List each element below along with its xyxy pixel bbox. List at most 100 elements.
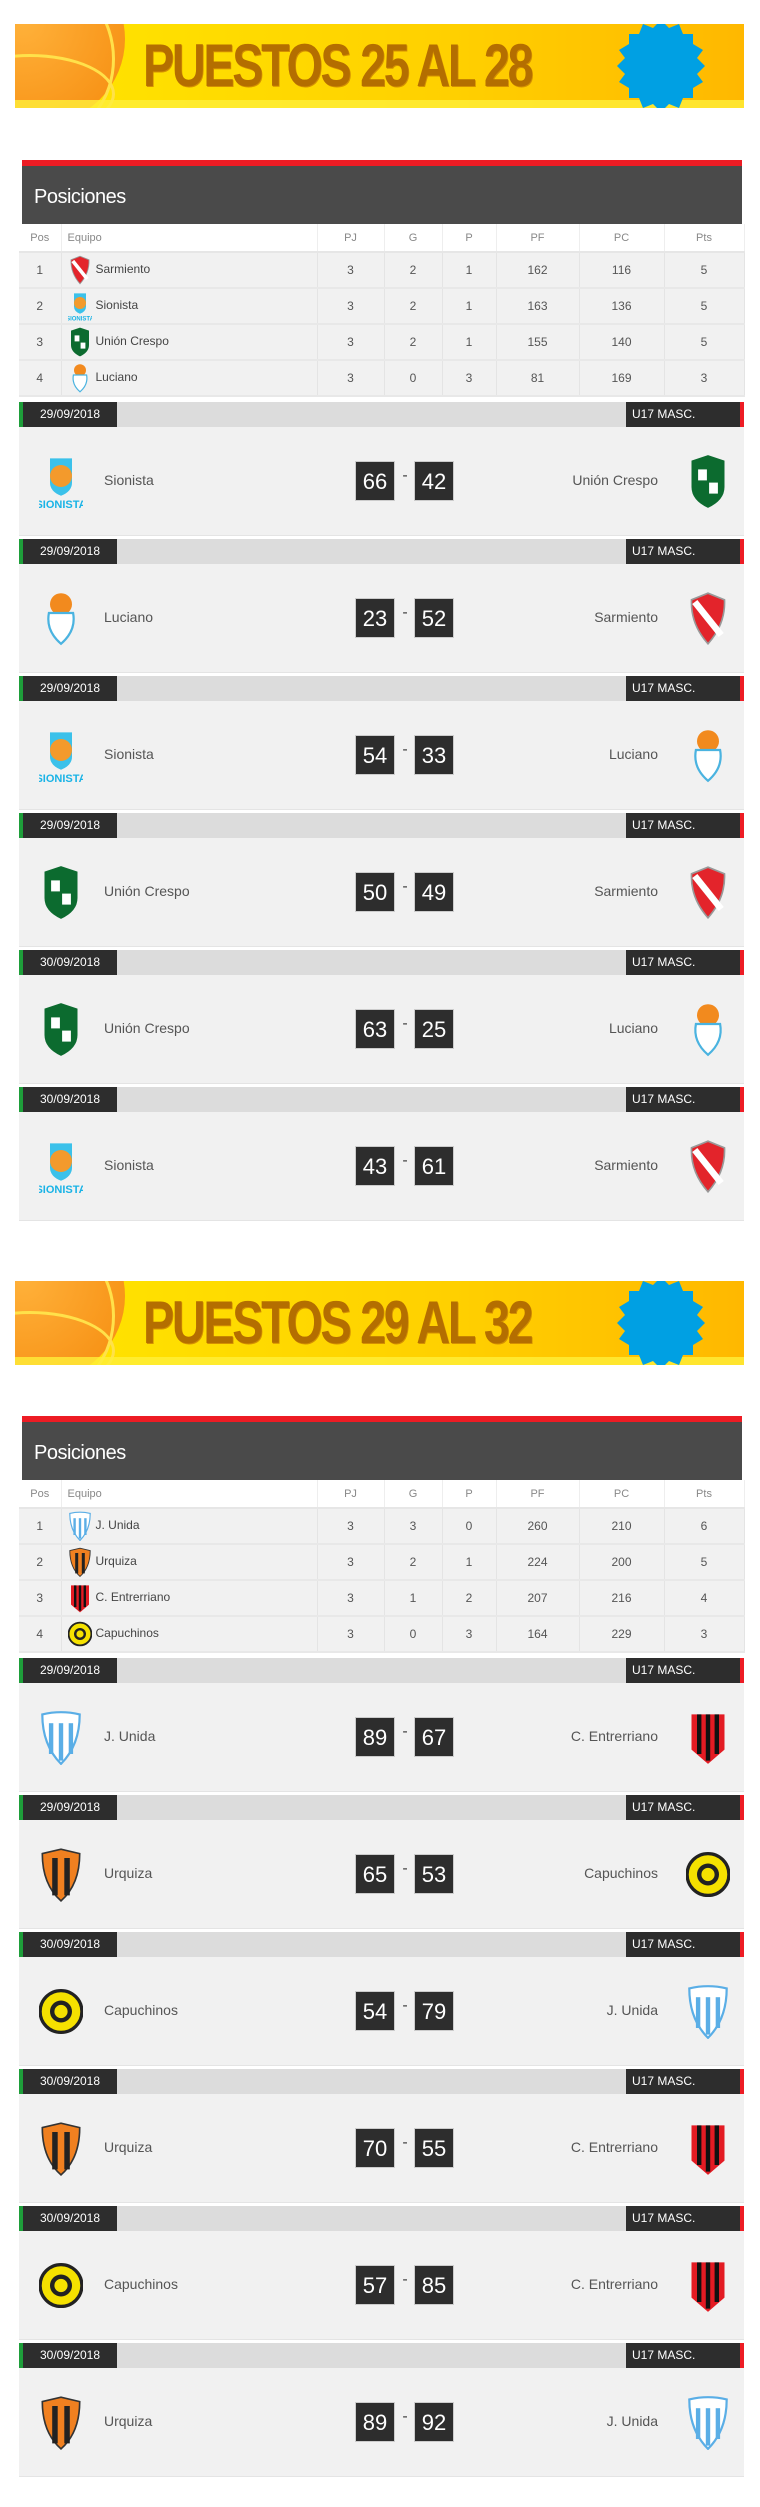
team-cell[interactable]: Sarmiento	[61, 252, 318, 289]
match-card[interactable]: 29/09/2018 U17 MASC. SIONISTA Sionista 5…	[19, 676, 744, 813]
match-card[interactable]: 29/09/2018 U17 MASC. Urquiza 65 - 53 Cap…	[19, 1795, 744, 1932]
pts-cell: 5	[664, 1544, 745, 1581]
match-category: U17 MASC.	[626, 1658, 740, 1683]
away-team-name[interactable]: Luciano	[608, 1020, 658, 1036]
table-row[interactable]: 3 Unión Crespo 3 2 1 155 140 5	[19, 324, 745, 361]
pf-cell: 164	[496, 1616, 580, 1653]
match-card[interactable]: 30/09/2018 U17 MASC. Capuchinos 54 - 79 …	[19, 1932, 744, 2069]
p-cell: 0	[442, 1508, 497, 1545]
pos-cell: 1	[19, 252, 62, 289]
home-score: 54	[355, 735, 395, 775]
score-separator: -	[402, 467, 408, 484]
away-team-name[interactable]: Capuchinos	[584, 1865, 658, 1881]
away-team-name[interactable]: C. Entrerriano	[570, 2139, 658, 2155]
match-category: U17 MASC.	[626, 1795, 740, 1820]
team-logo-icon	[67, 1621, 96, 1647]
table-row[interactable]: 4 Luciano 3 0 3 81 169 3	[19, 360, 745, 397]
p-cell: 1	[442, 252, 497, 289]
pc-cell: 136	[579, 288, 665, 325]
column-header: PJ	[317, 224, 385, 253]
away-team-name[interactable]: Sarmiento	[594, 609, 658, 625]
match-date: 29/09/2018	[23, 813, 117, 838]
table-row[interactable]: 2 Urquiza 3 2 1 224 200 5	[19, 1544, 745, 1581]
away-team-logo-icon	[686, 1002, 730, 1062]
away-score: 67	[414, 1717, 454, 1757]
match-card[interactable]: 29/09/2018 U17 MASC. SIONISTA Sionista 6…	[19, 402, 744, 539]
column-header: Pos	[19, 224, 62, 253]
home-team-name[interactable]: Urquiza	[104, 2139, 153, 2155]
match-card[interactable]: 29/09/2018 U17 MASC. Luciano 23 - 52 Sar…	[19, 539, 744, 676]
home-team-name[interactable]: Luciano	[104, 609, 154, 625]
score-separator: -	[402, 2271, 408, 2288]
home-team-name[interactable]: Capuchinos	[104, 2002, 178, 2018]
team-logo-icon: SIONISTA	[66, 293, 96, 322]
home-team-name[interactable]: Capuchinos	[104, 2276, 178, 2292]
banner-title: PUESTOS 25 AL 28	[143, 32, 534, 99]
pj-cell: 3	[317, 1508, 385, 1545]
home-team-logo-icon	[38, 1984, 84, 2044]
match-card[interactable]: 30/09/2018 U17 MASC. Unión Crespo 63 - 2…	[19, 950, 744, 1087]
away-team-name[interactable]: Sarmiento	[594, 1157, 658, 1173]
g-cell: 0	[384, 1616, 443, 1653]
team-logo-icon	[68, 327, 96, 357]
match-card[interactable]: 30/09/2018 U17 MASC. SIONISTA Sionista 4…	[19, 1087, 744, 1224]
away-team-name[interactable]: Luciano	[608, 746, 658, 762]
p-cell: 1	[442, 1544, 497, 1581]
p-cell: 3	[442, 1616, 497, 1653]
match-card[interactable]: 30/09/2018 U17 MASC. Urquiza 70 - 55 C. …	[19, 2069, 744, 2206]
match-header: 30/09/2018 U17 MASC.	[19, 1087, 744, 1112]
home-team-name[interactable]: J. Unida	[104, 1728, 156, 1744]
team-cell[interactable]: SIONISTASionista	[61, 288, 318, 325]
match-category: U17 MASC.	[626, 2343, 740, 2368]
table-row[interactable]: 1 J. Unida 3 3 0 260 210 6	[19, 1508, 745, 1545]
away-score: 42	[414, 461, 454, 501]
g-cell: 0	[384, 360, 443, 397]
pf-cell: 207	[496, 1580, 580, 1617]
match-body: J. Unida 89 - 67 C. Entrerriano	[19, 1683, 744, 1792]
p-cell: 2	[442, 1580, 497, 1617]
svg-text:SIONISTA: SIONISTA	[39, 773, 83, 783]
away-team-name[interactable]: C. Entrerriano	[570, 1728, 658, 1744]
match-card[interactable]: 30/09/2018 U17 MASC. Urquiza 89 - 92 J. …	[19, 2343, 744, 2480]
p-cell: 1	[442, 324, 497, 361]
home-team-name[interactable]: Sionista	[104, 1157, 154, 1173]
team-cell[interactable]: Unión Crespo	[61, 324, 318, 361]
table-row[interactable]: 1 Sarmiento 3 2 1 162 116 5	[19, 252, 745, 289]
team-cell[interactable]: C. Entrerriano	[61, 1580, 318, 1617]
match-card[interactable]: 29/09/2018 U17 MASC. Unión Crespo 50 - 4…	[19, 813, 744, 950]
away-team-logo-icon	[686, 1984, 730, 2044]
home-team-name[interactable]: Unión Crespo	[104, 1020, 190, 1036]
table-row[interactable]: 3 C. Entrerriano 3 1 2 207 216 4	[19, 1580, 745, 1617]
home-team-name[interactable]: Sionista	[104, 746, 154, 762]
team-cell[interactable]: Luciano	[61, 360, 318, 397]
home-team-name[interactable]: Urquiza	[104, 1865, 153, 1881]
home-team-name[interactable]: Urquiza	[104, 2413, 153, 2429]
team-cell[interactable]: Capuchinos	[61, 1616, 318, 1653]
score-separator: -	[402, 604, 408, 621]
team-cell[interactable]: J. Unida	[61, 1508, 318, 1545]
column-header: PF	[496, 1480, 580, 1509]
standings-panel: Posiciones Pos Equipo PJ G P PF PC Pts 1 J. Uni…	[19, 1416, 745, 2480]
home-team-name[interactable]: Sionista	[104, 472, 154, 488]
away-team-logo-icon	[686, 591, 730, 651]
away-team-logo-icon	[686, 2121, 730, 2181]
score-separator: -	[402, 1152, 408, 1169]
away-team-name[interactable]: Unión Crespo	[572, 472, 658, 488]
table-row[interactable]: 4 Capuchinos 3 0 3 164 229 3	[19, 1616, 745, 1653]
home-team-name[interactable]: Unión Crespo	[104, 883, 190, 899]
match-card[interactable]: 29/09/2018 U17 MASC. J. Unida 89 - 67 C.…	[19, 1658, 744, 1795]
away-team-name[interactable]: J. Unida	[606, 2002, 658, 2018]
away-team-name[interactable]: J. Unida	[606, 2413, 658, 2429]
pj-cell: 3	[317, 1616, 385, 1653]
home-score: 54	[355, 1991, 395, 2031]
away-team-name[interactable]: C. Entrerriano	[570, 2276, 658, 2292]
standings-title: Posiciones	[22, 166, 742, 224]
match-category: U17 MASC.	[626, 539, 740, 564]
section-banner: PUESTOS 25 AL 28	[15, 24, 744, 108]
team-cell[interactable]: Urquiza	[61, 1544, 318, 1581]
away-team-name[interactable]: Sarmiento	[594, 883, 658, 899]
g-cell: 2	[384, 1544, 443, 1581]
match-card[interactable]: 30/09/2018 U17 MASC. Capuchinos 57 - 85 …	[19, 2206, 744, 2343]
away-team-logo-icon	[686, 2258, 730, 2318]
